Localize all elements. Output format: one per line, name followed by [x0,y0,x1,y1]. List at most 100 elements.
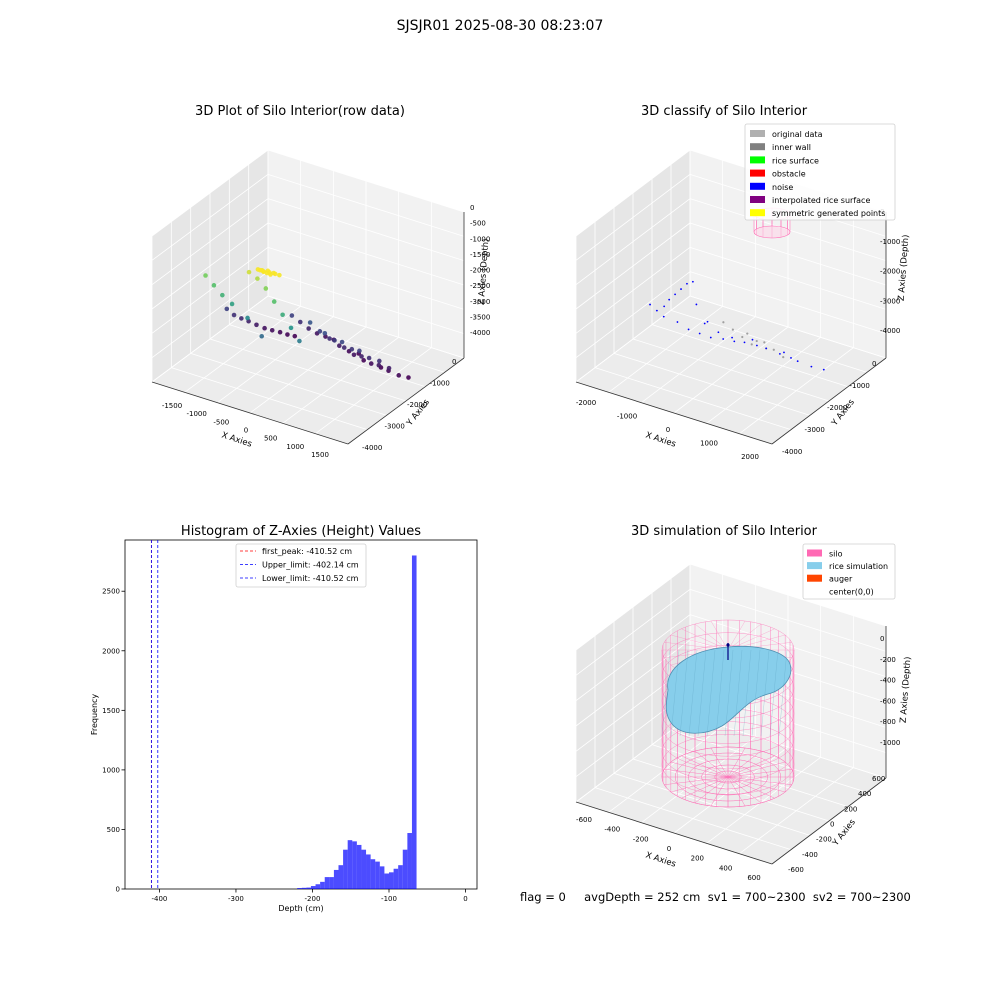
p1-z-tick-label: -3000 [470,298,490,306]
p3-histogram-bar [324,877,330,889]
p1-scatter-point [262,325,267,331]
p1-scatter-point [297,338,302,344]
p4-legend-swatch [807,562,822,570]
p4-y-tick-label: -200 [816,836,832,844]
p3-histogram-bar [361,849,367,889]
p4-x-tick-label: 600 [747,874,760,882]
p2-gray-point [741,335,744,339]
p1-x-tick-label: -500 [213,418,229,426]
p3-histogram-bar [315,884,321,889]
p4-silo-floor-spoke [727,768,792,778]
p2-noise-point [733,340,736,343]
p4-silo-floor-spoke [727,761,786,778]
p4-z-tick-label: -600 [880,697,896,705]
p1-scatter-point [322,330,328,336]
p3-histogram-bar [297,888,302,889]
p2-legend-label: interpolated rice surface [772,196,870,205]
p1-z-tick-label: -1000 [470,235,490,243]
p2-x-tick-label: 2000 [741,453,759,461]
p3-histogram-bar [384,873,389,889]
p1-scatter-point [359,354,364,359]
p3-y-tick-label: 1500 [102,707,120,715]
plot1-title: 3D Plot of Silo Interior(row data) [195,104,405,119]
p2-z-tick-label: -4000 [880,327,900,335]
p1-scatter-point [351,352,357,358]
p3-legend-label: Lower_limit: -410.52 cm [262,574,359,583]
p3-histogram-bar [343,849,348,889]
p1-scatter-point [285,332,290,337]
p3-y-tick-label: 1000 [102,766,120,774]
p3-histogram-bar [407,833,412,889]
p3-y-tick-label: 2000 [102,647,120,655]
p1-scatter-point [341,345,347,350]
p1-scatter-point [366,355,372,361]
p3-histogram-bar [375,861,380,889]
p4-rice-mesh-line [670,649,680,737]
p1-scatter-point [368,361,374,366]
p4-silo-floor-spoke [694,776,729,804]
p2-y-tick-label: 0 [872,360,876,368]
p1-y-axis-line [347,357,465,445]
p1-scatter-point [203,273,208,278]
p2-x-tick-label: -2000 [576,399,596,407]
p4-silo-floor-ring [714,770,742,784]
p4-silo-floor-spoke [727,776,746,807]
p2-legend-label: rice surface [772,156,819,165]
p1-scatter-point [245,315,250,321]
p1-z-tick-label: -2000 [470,267,490,275]
p1-x-tick-label: 1500 [311,451,329,459]
p3-histogram-bar [366,854,371,889]
p4-x-axis-line [575,801,773,865]
p4-silo-floor-spoke [710,776,729,807]
p2-noise-point [717,331,720,334]
p2-gray-point [782,356,785,359]
p2-grid-left-z [575,174,691,261]
p3-histogram-bar [389,872,394,889]
p4-grid-floor-y [670,729,868,793]
p1-scatter-point [297,319,303,325]
p4-rice-mesh-line [742,649,752,737]
p3-y-tick-label: 0 [116,886,120,894]
p2-noise-point [680,288,682,290]
p4-silo-floor-spoke [664,776,729,786]
p4-y-axis-label: Y Axies [830,817,858,849]
p2-noise-point [649,303,651,306]
p3-legend-box [235,543,367,588]
p3-x-tick-label: -200 [305,895,321,903]
p2-x-tick-label: 1000 [700,440,718,448]
p1-scatter-point [255,276,260,281]
p1-scatter-point [280,312,285,318]
p4-silo-roof-spoke [727,623,762,651]
p1-scatter-point [239,316,244,321]
p1-y-tick-label: -2000 [407,401,427,409]
p4-rice-mesh [661,649,788,737]
p1-z-axis-label: Z Axies (Depth) [477,238,492,305]
p2-legend-swatch [750,143,765,151]
p3-histogram-bar [411,555,417,889]
p4-legend-swatch [807,587,822,595]
p2-x-tick-label: 0 [666,426,670,434]
plot4-title: 3D simulation of Silo Interior [631,524,817,539]
p2-y-tick-label: -4000 [782,448,802,456]
p2-legend-label: symmetric generated points [772,209,885,218]
p3-histogram-bar [402,849,408,889]
p4-legend-swatch [807,574,822,582]
p2-grid-left-z [575,149,691,237]
p1-x-axis-line [151,381,349,445]
p2-y-tick-label: -3000 [805,426,825,434]
p2-noise-point [783,351,785,354]
p2-noise-point [668,298,671,301]
p2-noise-point [722,338,725,340]
p4-y-tick-label: 0 [830,821,834,829]
p2-legend-swatch [750,209,765,217]
p4-y-tick-label: 400 [858,790,871,798]
p3-histogram-bar [329,877,334,889]
p4-y-axis-line [771,777,887,865]
p2-gray-point [746,332,749,335]
p4-center-marker [726,643,730,647]
p2-gray-point [722,321,725,324]
p4-x-tick-label: 0 [667,845,671,853]
p4-legend-box [802,543,896,600]
p3-histogram-bar [338,865,344,889]
